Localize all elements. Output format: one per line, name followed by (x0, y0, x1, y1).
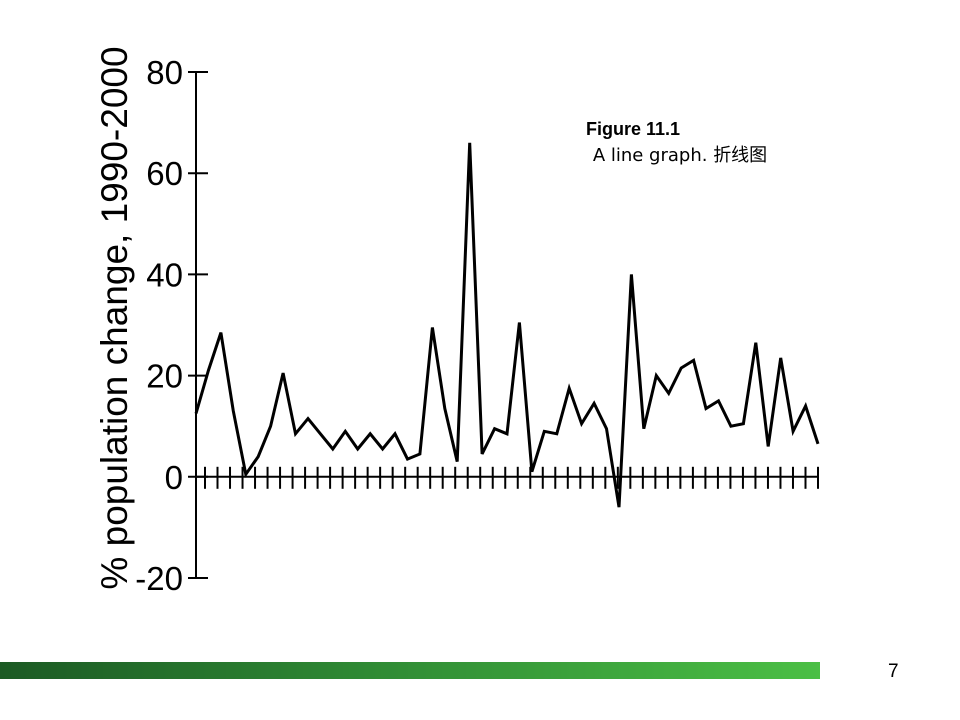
y-tick-label: 0 (165, 459, 183, 496)
page-number: 7 (888, 661, 899, 682)
y-tick-label: 40 (146, 256, 183, 293)
figure-caption-subtitle: A line graph. 折线图 (592, 145, 768, 166)
footer-accent-bar (0, 662, 820, 679)
y-tick-label: 60 (146, 155, 183, 192)
figure-caption-title: Figure 11.1 (586, 119, 681, 139)
y-tick-label: -20 (135, 560, 183, 597)
y-tick-label: 80 (146, 54, 183, 91)
figure-caption: Figure 11.1 A line graph. 折线图 (582, 116, 782, 170)
y-tick-label: 20 (146, 358, 183, 395)
y-axis-title: % population change, 1990-2000 (94, 46, 135, 590)
series-line (194, 142, 820, 508)
